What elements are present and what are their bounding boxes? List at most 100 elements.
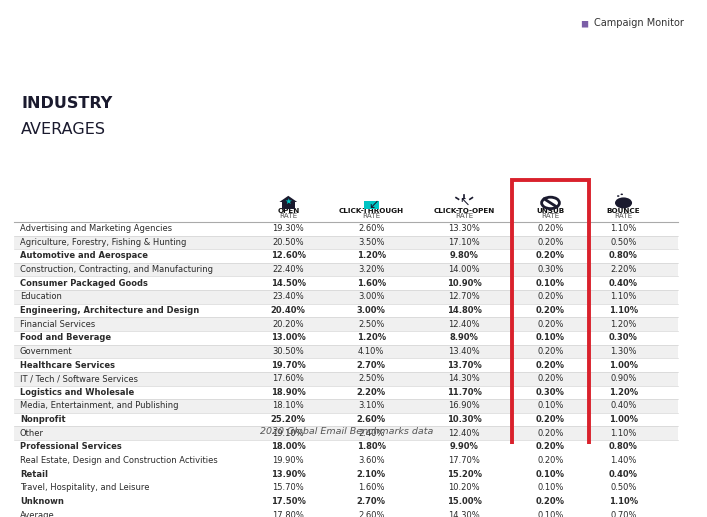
Text: Food and Beverage: Food and Beverage <box>20 333 111 342</box>
Text: 0.80%: 0.80% <box>609 443 638 451</box>
Text: 10.90%: 10.90% <box>447 279 481 288</box>
FancyBboxPatch shape <box>14 467 678 481</box>
FancyBboxPatch shape <box>14 317 678 331</box>
FancyBboxPatch shape <box>14 331 678 345</box>
Text: UNSUB: UNSUB <box>537 208 565 214</box>
FancyBboxPatch shape <box>14 222 678 236</box>
Text: Unknown: Unknown <box>20 497 64 506</box>
FancyBboxPatch shape <box>14 345 678 358</box>
Text: 12.70%: 12.70% <box>448 293 480 301</box>
Text: 0.40%: 0.40% <box>610 402 637 410</box>
Text: 0.20%: 0.20% <box>536 360 565 370</box>
Text: 0.50%: 0.50% <box>610 483 637 492</box>
Text: 12.40%: 12.40% <box>448 320 480 329</box>
FancyBboxPatch shape <box>364 201 379 209</box>
Text: 20.20%: 20.20% <box>272 320 304 329</box>
FancyBboxPatch shape <box>14 290 678 303</box>
Text: 1.00%: 1.00% <box>609 415 638 424</box>
Text: Retail: Retail <box>20 469 48 479</box>
Text: 17.80%: 17.80% <box>272 511 304 517</box>
Text: 19.70%: 19.70% <box>271 360 305 370</box>
Text: 14.50%: 14.50% <box>271 279 306 288</box>
Text: ◼: ◼ <box>580 18 588 28</box>
Text: 3.00%: 3.00% <box>358 293 385 301</box>
Text: 0.30%: 0.30% <box>609 333 638 342</box>
Text: Media, Entertainment, and Publishing: Media, Entertainment, and Publishing <box>20 402 178 410</box>
Text: 2.40%: 2.40% <box>358 429 385 438</box>
Text: 15.70%: 15.70% <box>272 483 304 492</box>
Text: 1.10%: 1.10% <box>609 497 638 506</box>
Text: 0.30%: 0.30% <box>537 265 563 274</box>
Text: 1.20%: 1.20% <box>609 388 638 397</box>
FancyBboxPatch shape <box>14 399 678 413</box>
Text: 0.20%: 0.20% <box>537 374 563 383</box>
Text: 14.30%: 14.30% <box>448 511 480 517</box>
FancyBboxPatch shape <box>14 249 678 263</box>
Text: 0.70%: 0.70% <box>610 511 637 517</box>
Text: ★: ★ <box>284 197 292 206</box>
Text: ↙: ↙ <box>368 197 379 210</box>
Text: INDUSTRY: INDUSTRY <box>21 96 112 111</box>
Text: 2.60%: 2.60% <box>358 511 385 517</box>
Text: 0.20%: 0.20% <box>537 429 563 438</box>
Text: 1.20%: 1.20% <box>610 320 637 329</box>
Polygon shape <box>279 196 297 202</box>
Text: 3.60%: 3.60% <box>358 456 385 465</box>
Text: 16.90%: 16.90% <box>448 402 480 410</box>
Text: 0.20%: 0.20% <box>536 306 565 315</box>
Text: CLICK-TO-OPEN: CLICK-TO-OPEN <box>433 208 495 214</box>
Text: Logistics and Wholesale: Logistics and Wholesale <box>20 388 134 397</box>
Text: 1.30%: 1.30% <box>610 347 637 356</box>
Text: Government: Government <box>20 347 73 356</box>
Text: Professional Services: Professional Services <box>20 443 122 451</box>
Text: 0.10%: 0.10% <box>537 402 563 410</box>
Text: 0.40%: 0.40% <box>609 279 638 288</box>
FancyBboxPatch shape <box>14 372 678 386</box>
Text: RATE: RATE <box>614 213 633 219</box>
Text: 30.50%: 30.50% <box>272 347 304 356</box>
Text: Engineering, Architecture and Design: Engineering, Architecture and Design <box>20 306 199 315</box>
Text: 2.70%: 2.70% <box>357 497 386 506</box>
FancyBboxPatch shape <box>14 427 678 440</box>
Text: 3.00%: 3.00% <box>357 306 386 315</box>
Text: 1.10%: 1.10% <box>610 429 637 438</box>
Text: Agriculture, Forestry, Fishing & Hunting: Agriculture, Forestry, Fishing & Hunting <box>20 238 186 247</box>
FancyBboxPatch shape <box>14 263 678 277</box>
Text: 0.40%: 0.40% <box>609 469 638 479</box>
Text: 19.10%: 19.10% <box>272 429 304 438</box>
FancyBboxPatch shape <box>14 358 678 372</box>
Text: 2.60%: 2.60% <box>358 224 385 233</box>
Text: 1.60%: 1.60% <box>358 483 385 492</box>
Text: 19.30%: 19.30% <box>272 224 304 233</box>
FancyBboxPatch shape <box>14 303 678 317</box>
Text: 11.70%: 11.70% <box>447 388 481 397</box>
Text: 0.10%: 0.10% <box>536 469 565 479</box>
Text: 0.20%: 0.20% <box>536 497 565 506</box>
Text: 13.00%: 13.00% <box>271 333 305 342</box>
Text: 13.70%: 13.70% <box>447 360 481 370</box>
Text: 0.20%: 0.20% <box>537 347 563 356</box>
Circle shape <box>621 193 623 195</box>
Text: ↖: ↖ <box>459 195 469 208</box>
Text: 13.90%: 13.90% <box>271 469 305 479</box>
Text: 0.90%: 0.90% <box>610 374 637 383</box>
Text: 1.20%: 1.20% <box>357 251 386 261</box>
Text: BOUNCE: BOUNCE <box>607 208 641 214</box>
Text: 1.10%: 1.10% <box>609 306 638 315</box>
Text: 1.60%: 1.60% <box>357 279 386 288</box>
Text: 0.20%: 0.20% <box>537 320 563 329</box>
Text: 0.10%: 0.10% <box>536 279 565 288</box>
Text: 2.20%: 2.20% <box>357 388 386 397</box>
Text: Advertising and Marketing Agencies: Advertising and Marketing Agencies <box>20 224 172 233</box>
Text: RATE: RATE <box>542 213 560 219</box>
FancyBboxPatch shape <box>14 236 678 249</box>
Text: 17.10%: 17.10% <box>448 238 480 247</box>
Text: 0.80%: 0.80% <box>609 251 638 261</box>
Text: 3.20%: 3.20% <box>358 265 385 274</box>
Text: RATE: RATE <box>362 213 380 219</box>
Text: 0.20%: 0.20% <box>537 238 563 247</box>
Text: RATE: RATE <box>455 213 473 219</box>
Text: 17.50%: 17.50% <box>271 497 305 506</box>
Text: 0.30%: 0.30% <box>536 388 565 397</box>
Text: 0.20%: 0.20% <box>536 443 565 451</box>
